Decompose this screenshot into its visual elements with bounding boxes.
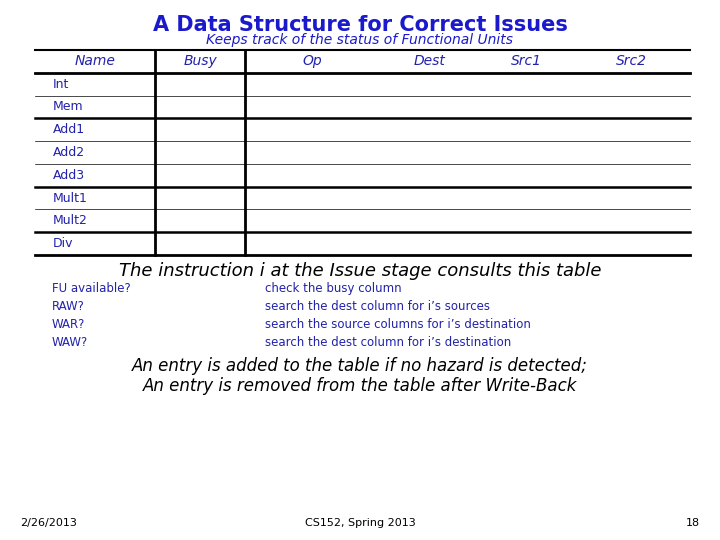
Text: Add3: Add3 <box>53 169 85 182</box>
Text: search the dest column for i’s destination: search the dest column for i’s destinati… <box>265 336 511 349</box>
Text: Int: Int <box>53 78 69 91</box>
Text: WAW?: WAW? <box>52 336 89 349</box>
Text: Add2: Add2 <box>53 146 85 159</box>
Text: FU available?: FU available? <box>52 282 131 295</box>
Text: 2/26/2013: 2/26/2013 <box>20 518 77 528</box>
Text: 18: 18 <box>686 518 700 528</box>
Text: Src2: Src2 <box>616 55 647 69</box>
Text: The instruction i at the Issue stage consults this table: The instruction i at the Issue stage con… <box>119 262 601 280</box>
Text: Mult1: Mult1 <box>53 192 88 205</box>
Text: Op: Op <box>302 55 323 69</box>
Text: Div: Div <box>53 237 73 250</box>
Text: Mem: Mem <box>53 100 84 113</box>
Text: WAR?: WAR? <box>52 318 86 331</box>
Text: Dest: Dest <box>414 55 446 69</box>
Text: search the dest column for i’s sources: search the dest column for i’s sources <box>265 300 490 313</box>
Text: search the source columns for i’s destination: search the source columns for i’s destin… <box>265 318 531 331</box>
Text: Src1: Src1 <box>510 55 541 69</box>
Text: check the busy column: check the busy column <box>265 282 402 295</box>
Text: Name: Name <box>75 55 115 69</box>
Text: An entry is added to the table if no hazard is detected;: An entry is added to the table if no haz… <box>132 357 588 375</box>
Text: Mult2: Mult2 <box>53 214 88 227</box>
Text: CS152, Spring 2013: CS152, Spring 2013 <box>305 518 415 528</box>
Text: Add1: Add1 <box>53 123 85 136</box>
Text: Keeps track of the status of Functional Units: Keeps track of the status of Functional … <box>207 33 513 47</box>
Text: An entry is removed from the table after Write-Back: An entry is removed from the table after… <box>143 377 577 395</box>
Text: Busy: Busy <box>183 55 217 69</box>
Text: A Data Structure for Correct Issues: A Data Structure for Correct Issues <box>153 15 567 35</box>
Text: RAW?: RAW? <box>52 300 85 313</box>
